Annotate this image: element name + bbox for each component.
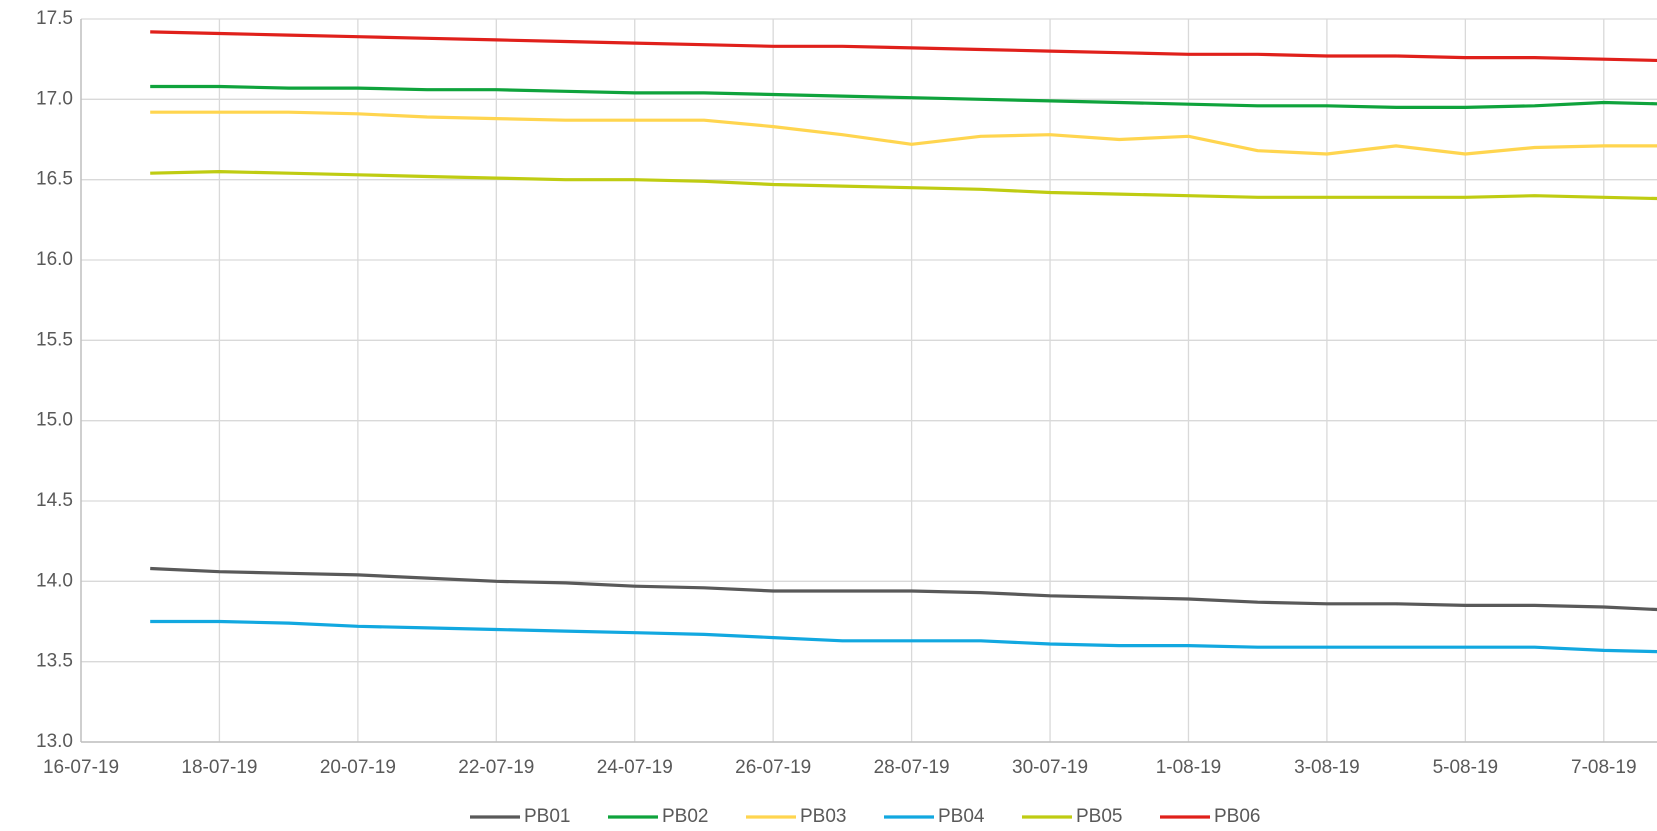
y-tick-label: 17.5	[36, 8, 73, 29]
series-line	[150, 84, 1657, 110]
x-tick-label: 18-07-19	[181, 757, 257, 778]
legend-label: PB05	[1076, 806, 1122, 827]
series-line	[150, 170, 1657, 201]
legend-label: PB02	[662, 806, 708, 827]
y-tick-label: 14.0	[36, 570, 73, 591]
y-tick-label: 16.5	[36, 169, 73, 190]
y-tick-label: 15.5	[36, 329, 73, 350]
x-tick-label: 24-07-19	[597, 757, 673, 778]
series-line	[150, 619, 1657, 654]
y-tick-label: 15.0	[36, 410, 73, 431]
series-line	[150, 110, 1657, 156]
legend-label: PB01	[524, 806, 570, 827]
x-tick-label: 28-07-19	[874, 757, 950, 778]
series-line	[150, 30, 1657, 63]
x-tick-label: 26-07-19	[735, 757, 811, 778]
x-tick-label: 22-07-19	[458, 757, 534, 778]
series-line	[150, 566, 1657, 612]
x-tick-label: 16-07-19	[43, 757, 119, 778]
y-tick-label: 13.5	[36, 651, 73, 672]
x-tick-label: 3-08-19	[1294, 757, 1360, 778]
x-tick-label: 1-08-19	[1156, 757, 1222, 778]
legend-label: PB04	[938, 806, 985, 827]
y-tick-label: 14.5	[36, 490, 73, 511]
x-tick-label: 20-07-19	[320, 757, 396, 778]
x-tick-label: 30-07-19	[1012, 757, 1088, 778]
legend-label: PB06	[1214, 806, 1260, 827]
y-tick-label: 17.0	[36, 88, 73, 109]
legend-label: PB03	[800, 806, 846, 827]
x-tick-label: 7-08-19	[1571, 757, 1637, 778]
y-tick-label: 13.0	[36, 731, 73, 752]
x-tick-label: 5-08-19	[1433, 757, 1499, 778]
y-tick-label: 16.0	[36, 249, 73, 270]
